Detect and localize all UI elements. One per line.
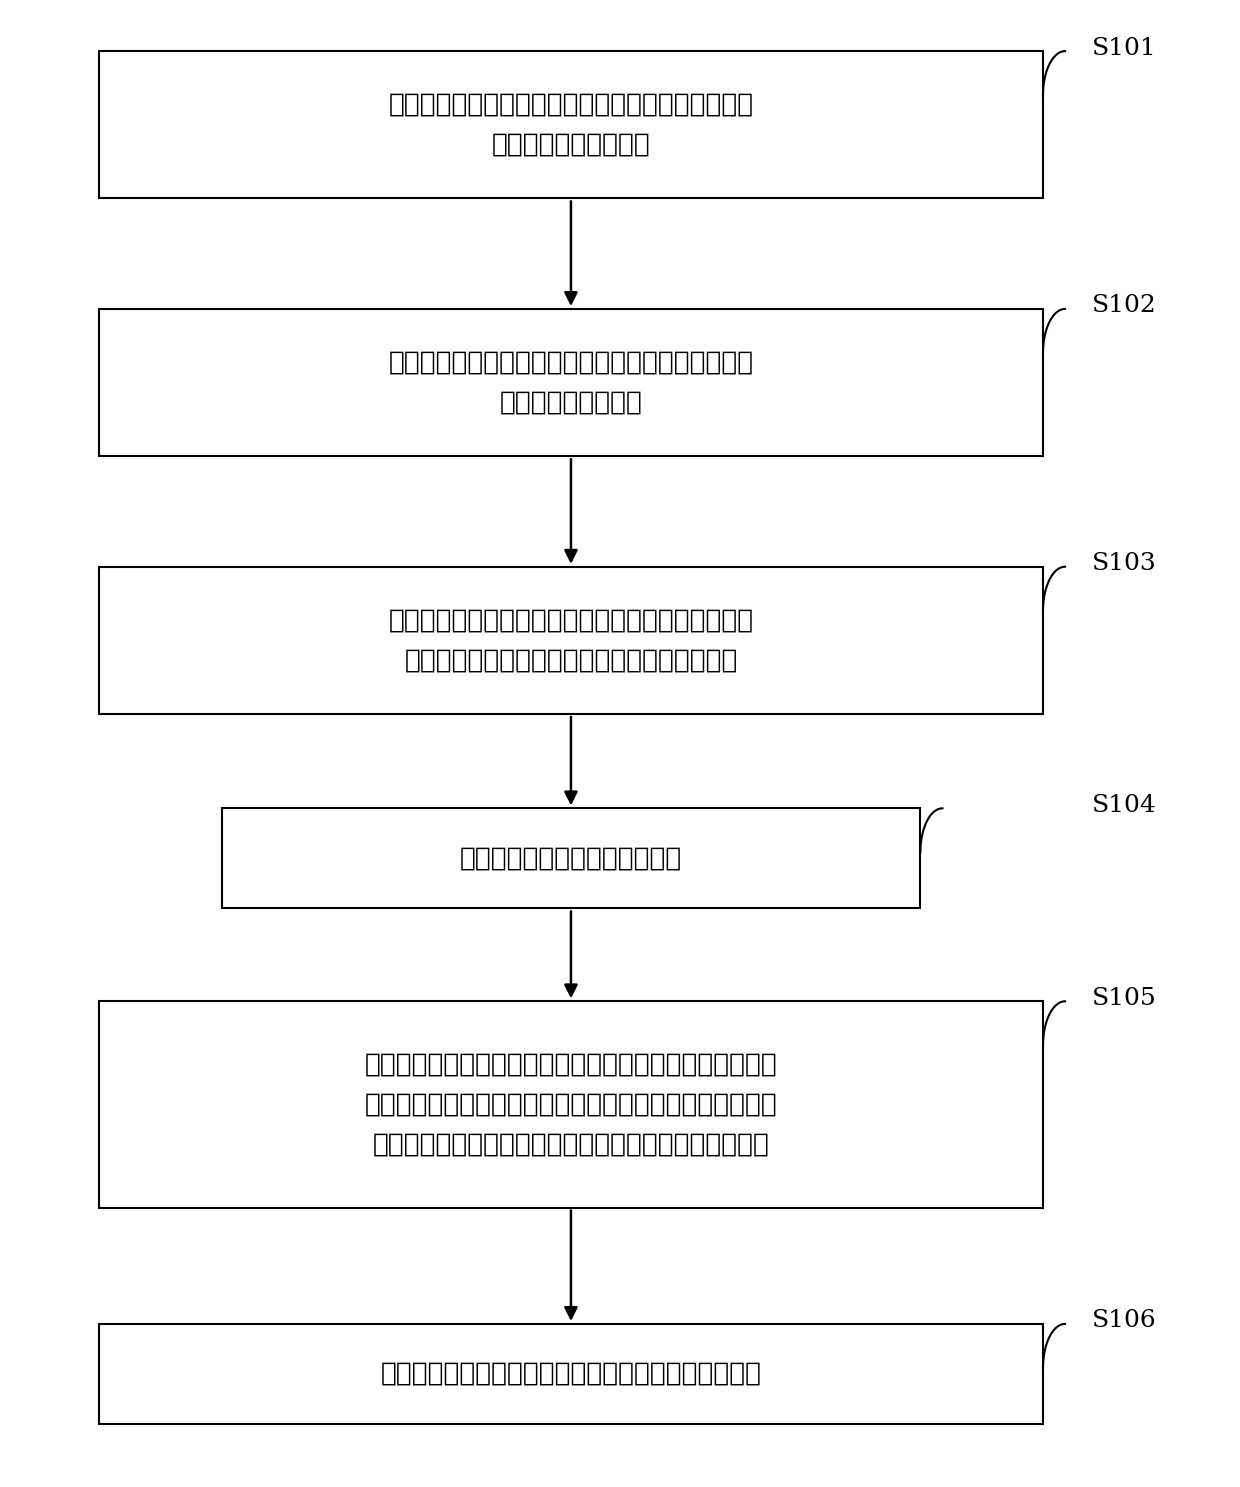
Bar — [99, 567, 1043, 714]
Text: S101: S101 — [1092, 37, 1157, 59]
Text: 根据各小电源节点的有功功率、无功功率、电压幅值
和电流幅值数据，计算各小电源节点的注入电流: 根据各小电源节点的有功功率、无功功率、电压幅值 和电流幅值数据，计算各小电源节点… — [388, 607, 754, 674]
Bar — [222, 809, 920, 909]
Bar — [99, 309, 1043, 457]
Bar — [99, 1001, 1043, 1207]
Text: 将平均电流法得到的损耗与修正量相加，得到最终损耗: 将平均电流法得到的损耗与修正量相加，得到最终损耗 — [381, 1361, 761, 1387]
Text: 获取配电网各支路的电阻，各节点的有功功率、无功
功率、电压和电流数据: 获取配电网各支路的电阻，各节点的有功功率、无功 功率、电压和电流数据 — [388, 92, 754, 158]
Text: S104: S104 — [1092, 794, 1157, 816]
Text: 统计各小电源的发电量，采用平均电流法进行配电网
损耗计算，得到损耗: 统计各小电源的发电量，采用平均电流法进行配电网 损耗计算，得到损耗 — [388, 349, 754, 415]
Text: S105: S105 — [1092, 987, 1157, 1010]
Text: S102: S102 — [1092, 294, 1157, 318]
Text: 由搜索法直接形成路径互阻矩阵: 由搜索法直接形成路径互阻矩阵 — [460, 846, 682, 871]
Bar — [99, 51, 1043, 198]
Text: S106: S106 — [1092, 1310, 1157, 1332]
Text: 基于回路分析法推导得到精确的损耗计算模型以及基于平均
电流法的损耗计算模型；由精确的损耗计算模型以及基于平
均电流法的损耗计算模型得到的损耗的误差项，即修正量: 基于回路分析法推导得到精确的损耗计算模型以及基于平均 电流法的损耗计算模型；由精… — [365, 1051, 777, 1157]
Text: S103: S103 — [1092, 552, 1157, 575]
Bar — [99, 1323, 1043, 1425]
